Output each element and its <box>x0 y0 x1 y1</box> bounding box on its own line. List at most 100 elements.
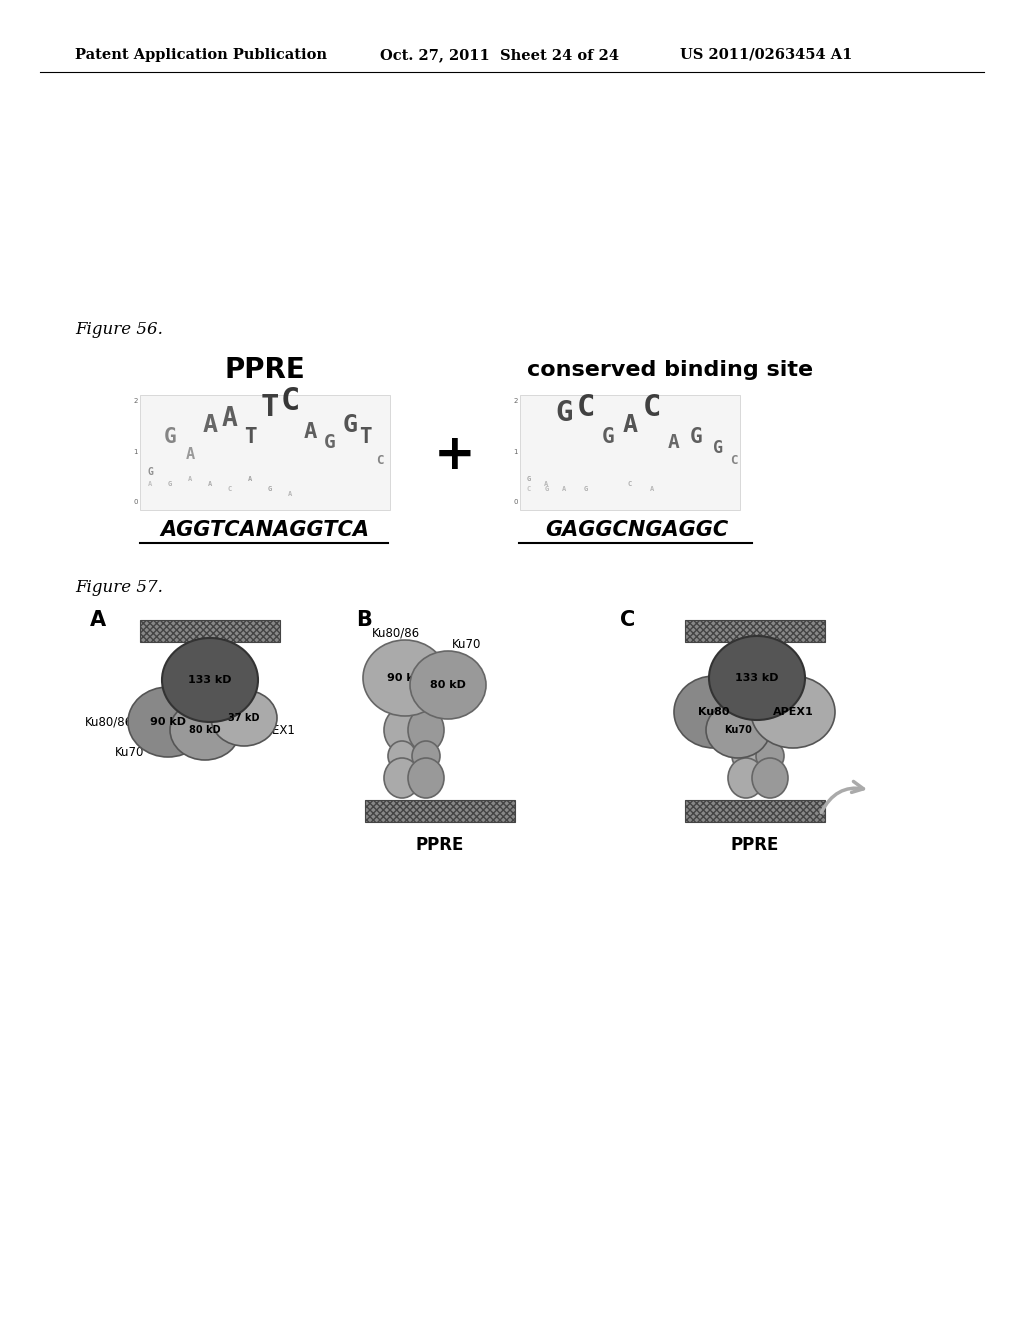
Ellipse shape <box>674 676 754 748</box>
Ellipse shape <box>732 741 760 771</box>
Text: A: A <box>288 491 292 498</box>
Ellipse shape <box>211 690 278 746</box>
Ellipse shape <box>384 758 420 799</box>
FancyArrowPatch shape <box>821 781 863 813</box>
Text: T: T <box>244 426 256 447</box>
Text: T: T <box>358 426 372 447</box>
Text: A: A <box>650 486 654 492</box>
Text: C: C <box>643 393 662 422</box>
Text: +: + <box>434 432 476 479</box>
Text: A: A <box>623 413 638 437</box>
Text: 0: 0 <box>133 499 138 506</box>
Ellipse shape <box>408 758 444 799</box>
Text: Ku80: Ku80 <box>698 708 730 717</box>
Text: A: A <box>545 480 549 487</box>
Text: AGGTCANAGGTCA: AGGTCANAGGTCA <box>161 520 370 540</box>
Text: Ku80/86: Ku80/86 <box>372 626 420 639</box>
Text: C: C <box>730 454 737 467</box>
Text: A: A <box>203 413 217 437</box>
Text: Ku70: Ku70 <box>724 725 752 735</box>
Text: 37 kD: 37 kD <box>228 713 260 723</box>
Ellipse shape <box>756 741 784 771</box>
Text: A: A <box>303 422 316 442</box>
Text: A: A <box>187 477 193 482</box>
Text: Ku70: Ku70 <box>115 746 144 759</box>
Text: B: B <box>356 610 372 630</box>
Text: GAGGCNGAGGC: GAGGCNGAGGC <box>546 520 729 540</box>
Text: Figure 57.: Figure 57. <box>75 579 163 597</box>
Text: US 2011/0263454 A1: US 2011/0263454 A1 <box>680 48 852 62</box>
Ellipse shape <box>410 651 486 719</box>
Text: G: G <box>555 399 572 426</box>
Text: G: G <box>526 477 530 482</box>
Ellipse shape <box>362 640 447 715</box>
Text: G: G <box>602 426 614 447</box>
Text: PPRE: PPRE <box>224 356 305 384</box>
Text: A: A <box>185 447 195 462</box>
Text: T: T <box>261 393 280 422</box>
FancyBboxPatch shape <box>140 620 280 642</box>
Text: PPRE: PPRE <box>416 836 464 854</box>
Text: 90 kD: 90 kD <box>387 673 423 682</box>
Text: 80 kD: 80 kD <box>430 680 466 690</box>
Text: Ku80/86: Ku80/86 <box>85 715 133 729</box>
Text: A: A <box>562 486 566 492</box>
Text: 1: 1 <box>133 449 138 455</box>
Ellipse shape <box>728 758 764 799</box>
Text: G: G <box>168 480 172 487</box>
Ellipse shape <box>752 708 788 752</box>
Text: C: C <box>620 610 635 630</box>
Text: Patent Application Publication: Patent Application Publication <box>75 48 327 62</box>
FancyBboxPatch shape <box>685 800 825 822</box>
FancyBboxPatch shape <box>365 800 515 822</box>
Text: A: A <box>668 433 680 451</box>
Ellipse shape <box>170 700 240 760</box>
Text: G: G <box>690 426 702 447</box>
Text: A: A <box>248 477 252 482</box>
Ellipse shape <box>728 708 764 752</box>
Text: Figure 56.: Figure 56. <box>75 322 163 338</box>
Text: 1: 1 <box>513 449 518 455</box>
Text: conserved binding site: conserved binding site <box>527 360 813 380</box>
Text: 90 kD: 90 kD <box>150 717 186 727</box>
Text: C: C <box>526 486 530 492</box>
Ellipse shape <box>751 676 835 748</box>
FancyBboxPatch shape <box>520 395 740 510</box>
Text: Oct. 27, 2011  Sheet 24 of 24: Oct. 27, 2011 Sheet 24 of 24 <box>380 48 618 62</box>
Ellipse shape <box>408 708 444 752</box>
Ellipse shape <box>128 686 208 756</box>
Text: G: G <box>713 440 723 457</box>
FancyBboxPatch shape <box>685 620 825 642</box>
Text: A: A <box>222 407 238 432</box>
Ellipse shape <box>384 708 420 752</box>
Text: C: C <box>376 454 384 467</box>
Text: A: A <box>147 480 153 487</box>
Text: A: A <box>208 480 212 487</box>
Ellipse shape <box>162 638 258 722</box>
Text: 80 kD: 80 kD <box>189 725 221 735</box>
Text: 2: 2 <box>133 399 138 404</box>
Text: 133 kD: 133 kD <box>735 673 778 682</box>
Text: G: G <box>147 467 153 477</box>
Text: A: A <box>90 610 106 630</box>
Text: 133 kD: 133 kD <box>188 675 231 685</box>
Text: C: C <box>577 393 595 422</box>
Text: Ku70: Ku70 <box>452 638 481 651</box>
Text: APEX1: APEX1 <box>773 708 813 717</box>
Text: G: G <box>584 486 588 492</box>
Ellipse shape <box>412 741 440 771</box>
Ellipse shape <box>706 702 770 758</box>
Ellipse shape <box>388 741 416 771</box>
Text: 2: 2 <box>514 399 518 404</box>
Text: C: C <box>228 486 232 492</box>
Text: APEX1: APEX1 <box>258 723 296 737</box>
Text: 0: 0 <box>513 499 518 506</box>
Text: G: G <box>545 486 549 492</box>
Text: C: C <box>628 480 632 487</box>
FancyBboxPatch shape <box>140 395 390 510</box>
Text: G: G <box>342 413 357 437</box>
Text: G: G <box>268 486 272 492</box>
Ellipse shape <box>752 758 788 799</box>
Text: C: C <box>281 385 300 417</box>
Text: PPRE: PPRE <box>731 836 779 854</box>
